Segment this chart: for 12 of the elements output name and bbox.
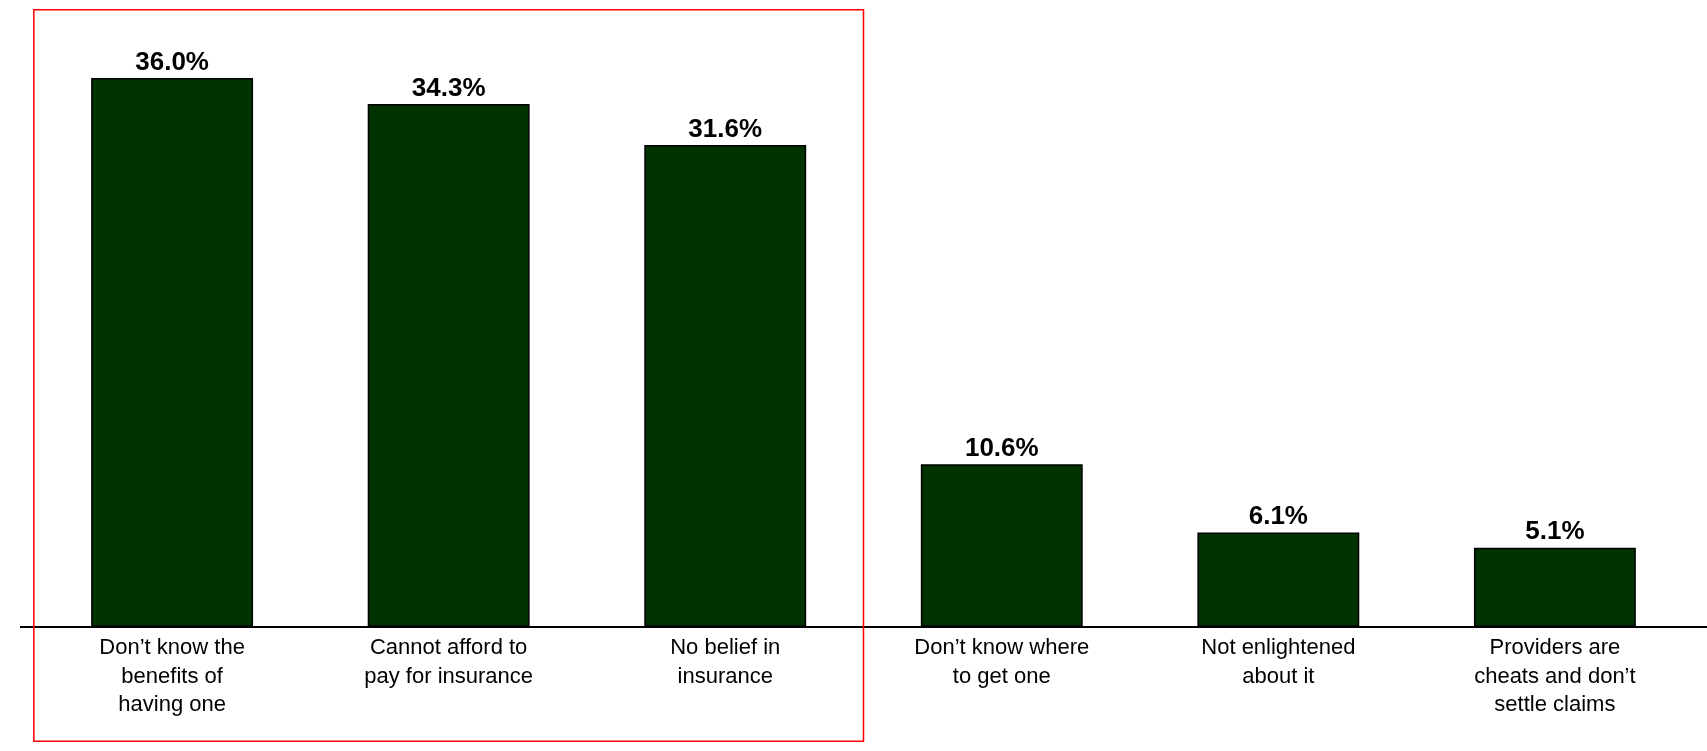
data-label: 31.6% (688, 112, 763, 143)
x-tick-label: Don’t know the benefits of having one (99, 634, 245, 717)
data-label: 10.6% (964, 431, 1039, 462)
data-label: 34.3% (411, 71, 486, 102)
data-label: 5.1% (1525, 515, 1585, 546)
x-tick-label: Don’t know where to get one (914, 634, 1090, 688)
data-label: 36.0% (135, 45, 209, 76)
x-tick-label: Providers are cheats and don’t settle claims (1474, 634, 1636, 717)
x-tick-label: No belief in insurance (670, 634, 781, 688)
x-tick-label: Not enlightened about it (1201, 634, 1356, 688)
x-tick-label: Cannot afford to pay for insurance (364, 634, 534, 688)
data-label: 6.1% (1248, 500, 1308, 531)
